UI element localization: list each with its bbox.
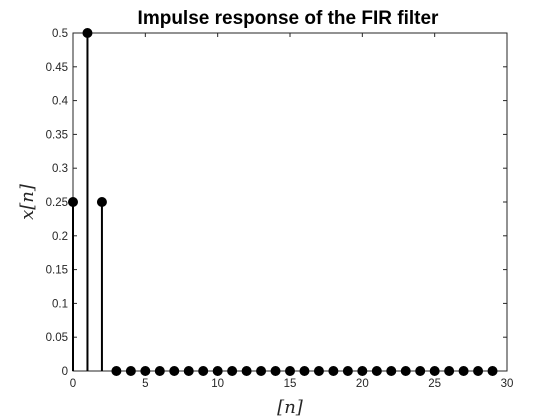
stem-marker [169, 366, 180, 376]
stem-marker [371, 366, 382, 376]
y-tick-label: 0.05 [46, 332, 68, 344]
x-tick-label: 30 [501, 378, 514, 390]
y-tick-label: 0.35 [46, 129, 68, 141]
stem-marker [342, 366, 353, 376]
stem-marker [198, 366, 209, 376]
stem-marker [400, 366, 411, 376]
y-tick-label: 0.4 [52, 96, 69, 108]
y-axis-label: x[n] [17, 183, 38, 220]
stem-marker [285, 366, 295, 376]
y-tick-label: 0.15 [46, 265, 68, 277]
x-tick-label: 5 [142, 378, 148, 390]
x-tick-label: 20 [356, 378, 369, 390]
stem-marker [68, 197, 78, 207]
stem-marker [415, 366, 426, 376]
stem-marker [313, 366, 324, 376]
y-tick-label: 0.25 [46, 197, 68, 209]
plot-area: 0 5 10 15 20 25 30 0 0.05 0.1 0.15 0.2 0.25 0.3 0.35 0.… [46, 28, 514, 390]
y-tick-label: 0.3 [52, 163, 68, 175]
y-tick-label: 0.45 [46, 62, 68, 74]
stem-marker [154, 366, 165, 376]
y-tick-label: 0 [62, 366, 68, 378]
y-tick-label: 0.1 [52, 298, 68, 310]
stem-marker [241, 366, 252, 376]
stem-marker [357, 366, 368, 376]
stem-marker [444, 366, 455, 376]
x-tick-label: 15 [284, 378, 297, 390]
stem-marker [458, 366, 469, 376]
stem-marker [140, 366, 151, 376]
stem-marker [227, 366, 238, 376]
stem-marker [299, 366, 310, 376]
stem-marker [487, 366, 498, 376]
stem-marker [96, 197, 107, 207]
stem-marker [212, 366, 223, 376]
x-tick-label: 25 [428, 378, 441, 390]
stem-marker [125, 366, 136, 376]
x-tick-label: 10 [211, 378, 224, 390]
stem-marker [256, 366, 267, 376]
stem-marker [473, 366, 484, 376]
stem-marker [183, 366, 194, 376]
stem-marker [82, 28, 93, 38]
stem-marker [328, 366, 339, 376]
chart-title: Impulse response of the FIR filter [138, 8, 439, 29]
x-axis-label: [n] [277, 397, 304, 418]
stem-marker [111, 366, 122, 376]
stem-marker [270, 366, 281, 376]
y-tick-label: 0.2 [52, 231, 68, 243]
y-tick-label: 0.5 [52, 28, 68, 40]
stem-marker [386, 366, 397, 376]
stem-marker [429, 366, 440, 376]
x-tick-label: 0 [70, 378, 76, 390]
